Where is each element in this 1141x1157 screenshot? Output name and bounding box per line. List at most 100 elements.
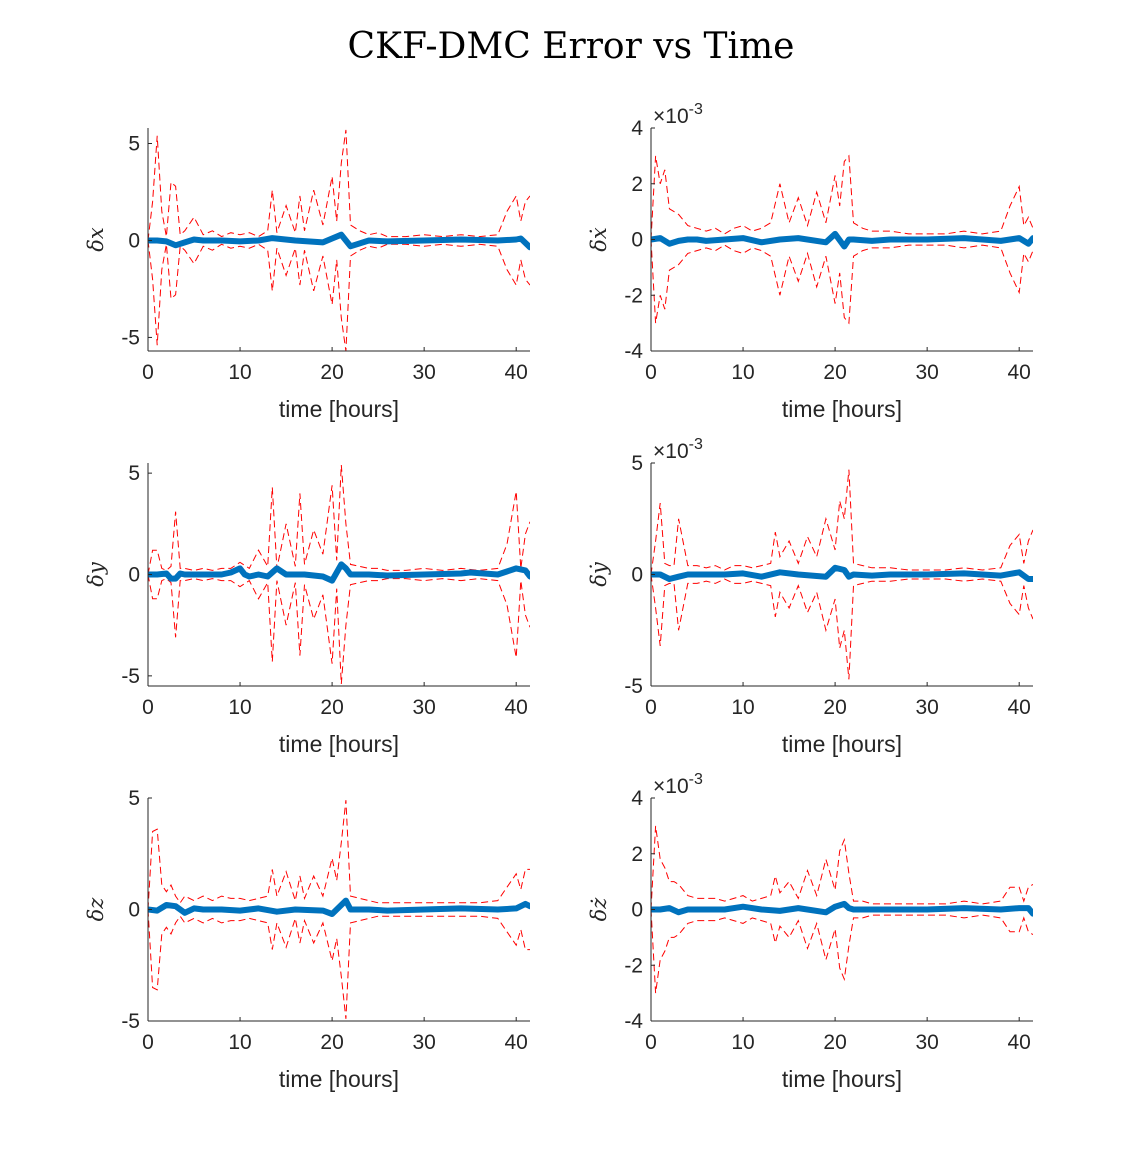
- y-tick-label: 0: [128, 899, 140, 922]
- x-axis-label: time [hours]: [782, 1066, 902, 1092]
- series-error: [148, 561, 530, 584]
- plot-area: [148, 800, 530, 1019]
- x-tick-label: 30: [915, 361, 938, 384]
- y-axis-label: δy: [84, 561, 108, 587]
- x-tick-label: 30: [412, 1031, 435, 1054]
- x-tick-label: 40: [505, 696, 528, 719]
- plot-area: [148, 464, 530, 685]
- y-tick-label: -2: [624, 954, 643, 977]
- y-tick-label: 0: [631, 899, 643, 922]
- x-tick-label: 40: [1008, 361, 1031, 384]
- y-tick-label: 0: [631, 564, 643, 587]
- series-error: [651, 564, 1033, 582]
- x-tick-label: 20: [320, 696, 343, 719]
- x-tick-label: 40: [1008, 696, 1031, 719]
- y-tick-label: 0: [128, 229, 140, 252]
- x-tick-label: 20: [823, 1031, 846, 1054]
- x-tick-label: 0: [142, 696, 154, 719]
- y-tick-label: 5: [128, 787, 140, 810]
- x-tick-label: 10: [731, 361, 754, 384]
- subplot-6: 0 10 20 30 40 -4 -2 0 2 4 time [hours] δż ×10-3: [587, 771, 1033, 1092]
- x-tick-label: 0: [142, 1031, 154, 1054]
- x-tick-label: 0: [142, 361, 154, 384]
- series-bound-lower: [651, 239, 1033, 325]
- series-error: [651, 230, 1033, 250]
- x-axis-label: time [hours]: [279, 396, 399, 422]
- x-tick-label: 10: [731, 1031, 754, 1054]
- y-tick-label: 0: [128, 564, 140, 587]
- y-axis-label: δz: [84, 897, 108, 922]
- series-error: [148, 897, 530, 917]
- y-tick-label: 0: [631, 229, 643, 252]
- x-tick-label: 20: [823, 696, 846, 719]
- plot-area: [651, 469, 1033, 680]
- y-axis-label: δx: [84, 227, 108, 252]
- x-axis-label: time [hours]: [782, 731, 902, 757]
- subplot-2: 0 10 20 30 40 -4 -2 0 2 4 time [hours] δẋ ×10-3: [587, 101, 1033, 422]
- y-tick-label: 4: [631, 787, 643, 810]
- axis-exponent-label: ×10-3: [653, 771, 703, 798]
- x-tick-label: 30: [915, 696, 938, 719]
- y-tick-label: 4: [631, 117, 643, 140]
- x-tick-label: 20: [823, 361, 846, 384]
- axis-exponent-label: ×10-3: [653, 101, 703, 128]
- series-bound-lower: [651, 574, 1033, 680]
- series-bound-upper: [651, 469, 1033, 575]
- plot-area: [148, 129, 530, 351]
- y-tick-label: 5: [128, 462, 140, 485]
- x-tick-label: 0: [645, 696, 657, 719]
- figure-title: CKF-DMC Error vs Time: [348, 26, 795, 67]
- x-tick-label: 20: [320, 361, 343, 384]
- y-axis-label: δẏ: [587, 561, 611, 587]
- series-error: [651, 900, 1033, 917]
- series-bound-upper: [148, 800, 530, 910]
- x-tick-label: 20: [320, 1031, 343, 1054]
- y-tick-label: -4: [624, 340, 643, 363]
- y-tick-label: -4: [624, 1010, 643, 1033]
- x-tick-label: 40: [1008, 1031, 1031, 1054]
- x-tick-label: 30: [915, 1031, 938, 1054]
- series-bound-lower: [651, 909, 1033, 994]
- y-axis-label: δż: [587, 897, 611, 922]
- x-tick-label: 40: [505, 1031, 528, 1054]
- y-axis-label: δẋ: [587, 227, 611, 252]
- x-tick-label: 10: [731, 696, 754, 719]
- plot-area: [651, 154, 1033, 325]
- series-error: [148, 231, 530, 251]
- y-tick-label: -5: [121, 326, 140, 349]
- series-bound-upper: [651, 154, 1033, 240]
- series-bound-upper: [148, 464, 530, 575]
- x-tick-label: 30: [412, 361, 435, 384]
- axis-exponent-label: ×10-3: [653, 436, 703, 463]
- x-axis-label: time [hours]: [279, 1066, 399, 1092]
- x-tick-label: 0: [645, 1031, 657, 1054]
- series-bound-lower: [148, 240, 530, 351]
- x-tick-label: 10: [228, 361, 251, 384]
- y-tick-label: -5: [624, 675, 643, 698]
- x-tick-label: 10: [228, 1031, 251, 1054]
- y-tick-label: 5: [631, 452, 643, 475]
- y-tick-label: 2: [631, 843, 643, 866]
- plot-area: [651, 825, 1033, 994]
- y-tick-label: -5: [121, 1010, 140, 1033]
- x-tick-label: 30: [412, 696, 435, 719]
- x-tick-label: 10: [228, 696, 251, 719]
- y-tick-label: 5: [128, 133, 140, 156]
- x-axis-label: time [hours]: [279, 731, 399, 757]
- y-tick-label: -2: [624, 284, 643, 307]
- series-bound-upper: [148, 129, 530, 241]
- x-tick-label: 0: [645, 361, 657, 384]
- series-bound-upper: [651, 825, 1033, 910]
- series-bound-lower: [148, 574, 530, 685]
- x-axis-label: time [hours]: [782, 396, 902, 422]
- series-bound-lower: [148, 909, 530, 1019]
- x-tick-label: 40: [505, 361, 528, 384]
- y-tick-label: 2: [631, 173, 643, 196]
